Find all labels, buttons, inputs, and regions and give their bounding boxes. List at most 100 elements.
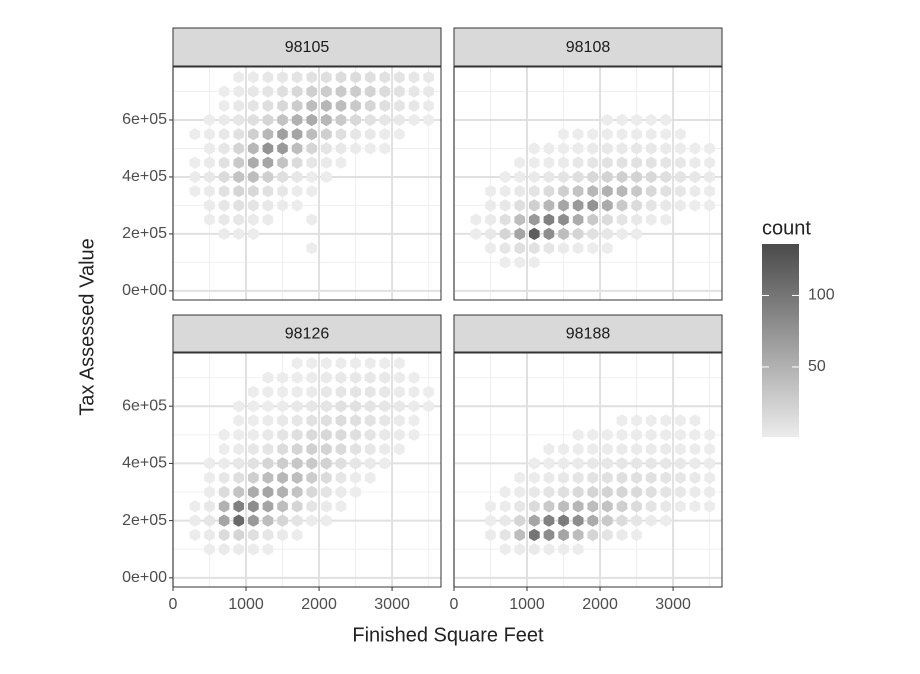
hex-bin — [291, 128, 303, 141]
hex-bin — [543, 199, 555, 212]
hex-bin — [558, 485, 569, 499]
hex-bin — [602, 213, 613, 226]
colorbar-label: 50 — [808, 358, 826, 375]
hex-bin — [529, 457, 540, 470]
hex-bin — [364, 471, 376, 484]
hex-bin — [675, 471, 686, 484]
hex-bin — [350, 471, 361, 484]
hex-bin — [543, 213, 555, 226]
hex-bin — [514, 543, 525, 556]
hex-bin — [408, 428, 420, 441]
hex-bin — [291, 371, 303, 384]
hex-bin — [645, 414, 657, 427]
hex-bin — [529, 199, 540, 212]
hex-bin — [572, 227, 584, 240]
hex-bin — [704, 485, 715, 499]
hex-bin — [572, 128, 584, 141]
hex-bin — [218, 213, 230, 226]
hex-bin — [514, 156, 525, 169]
hex-bin — [602, 242, 613, 255]
hex-bin — [572, 213, 584, 226]
hex-bin — [335, 113, 347, 127]
hex-bin — [660, 457, 672, 470]
hex-bin — [602, 128, 613, 141]
hex-bin — [660, 500, 672, 513]
hex-bin — [660, 113, 672, 127]
hex-bin — [616, 113, 628, 127]
hex-bin — [364, 385, 376, 399]
hex-bin — [602, 443, 613, 456]
hex-bin — [587, 199, 598, 212]
hex-bin — [262, 385, 274, 399]
hex-bin — [379, 457, 391, 470]
hex-bin — [306, 71, 317, 84]
hex-bin — [233, 500, 244, 513]
hex-bin — [631, 443, 642, 456]
hex-bin — [645, 514, 657, 527]
hex-bin — [485, 185, 496, 198]
hex-bin — [335, 443, 347, 456]
x-tick-label: 2000 — [301, 596, 337, 613]
hex-bin — [321, 400, 332, 413]
hex-bin — [233, 128, 244, 141]
hex-bin — [485, 242, 496, 255]
panel-border — [453, 66, 723, 301]
hex-bin — [277, 128, 288, 141]
hex-bin — [291, 357, 303, 370]
hex-bin — [379, 128, 391, 141]
hex-bin — [631, 142, 642, 155]
hex-bin — [321, 371, 332, 384]
hex-bin — [277, 113, 288, 127]
hex-bin — [248, 85, 259, 98]
hex-bin — [262, 500, 274, 513]
hex-bin — [262, 471, 274, 484]
hex-bin — [645, 471, 657, 484]
hex-bin — [335, 400, 347, 413]
hex-bin — [543, 227, 555, 240]
hex-bin — [204, 514, 215, 527]
hex-bin — [660, 142, 672, 155]
hex-bin — [321, 85, 332, 98]
hex-bin — [321, 428, 332, 441]
hex-bin — [514, 471, 525, 484]
hex-bin — [689, 199, 701, 212]
hex-bin — [291, 199, 303, 212]
hex-bin — [277, 428, 288, 441]
hex-bin — [587, 428, 599, 441]
hex-bin — [394, 385, 405, 399]
hex-bin — [364, 371, 376, 384]
hex-bin — [602, 199, 613, 212]
hex-bin — [306, 242, 317, 255]
hex-bin — [572, 199, 584, 212]
hex-bin — [335, 485, 347, 499]
hex-bin — [306, 428, 318, 441]
hex-bin — [602, 227, 613, 240]
hex-bin — [587, 514, 599, 527]
hex-bin — [277, 457, 288, 470]
hex-bin — [277, 99, 288, 112]
hex-bin — [499, 242, 511, 255]
hex-bin — [379, 357, 391, 370]
hex-bin — [218, 428, 230, 441]
hex-bin — [499, 256, 511, 269]
hex-bin — [335, 99, 347, 112]
hex-bin — [704, 156, 715, 169]
hex-bin — [277, 528, 288, 542]
hex-bin — [277, 400, 288, 413]
hex-bin — [602, 170, 613, 184]
hex-bin — [248, 128, 259, 141]
hex-bin — [321, 357, 332, 370]
hex-bin — [408, 113, 420, 127]
colorbar-label: 100 — [808, 287, 835, 304]
y-axis-title: Tax Assessed Value — [76, 238, 98, 416]
hex-bin — [321, 457, 332, 470]
hex-bin — [499, 170, 511, 184]
hex-bin — [204, 142, 215, 155]
hex-bin — [262, 514, 274, 527]
x-tick-label: 3000 — [655, 596, 691, 613]
hex-bin — [248, 400, 259, 413]
hex-bin — [277, 156, 288, 169]
hex-bin — [543, 514, 555, 527]
hex-bin — [587, 170, 598, 184]
